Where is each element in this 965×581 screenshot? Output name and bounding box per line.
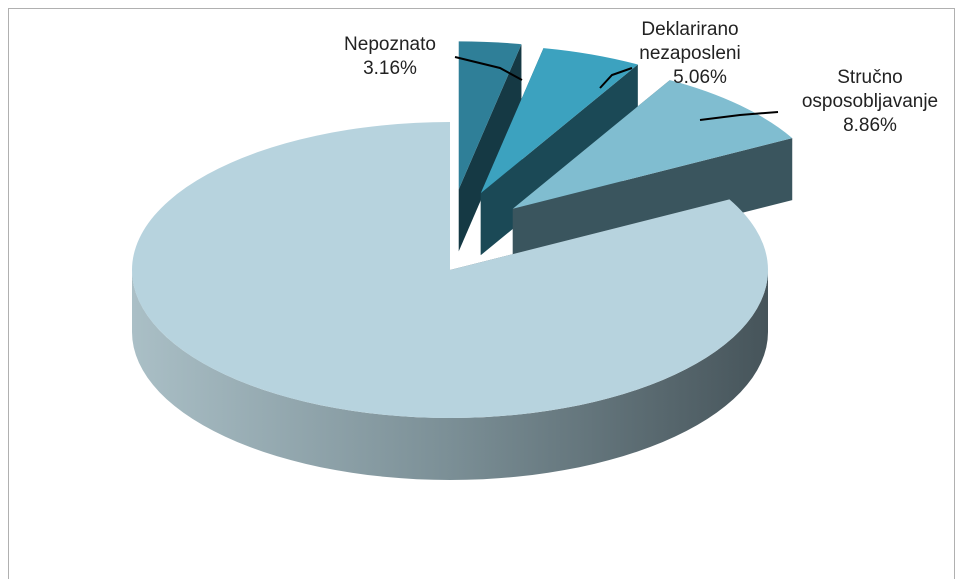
leader-line <box>599 67 633 89</box>
slice-label: Stručno osposobljavanje 8.86% <box>780 66 960 138</box>
chart-frame <box>8 8 955 579</box>
value-label: 5.06% <box>673 67 727 88</box>
slice <box>480 48 638 194</box>
slice <box>131 122 768 418</box>
category-label: Deklarirano nezaposleni <box>639 19 741 64</box>
slice-side <box>458 44 522 252</box>
slice <box>458 41 522 190</box>
slice-wall <box>132 270 768 480</box>
slice-label: Deklarirano nezaposleni 5.06% <box>630 18 770 90</box>
leader-line <box>454 56 523 81</box>
slice-label: Nepoznato 3.16% <box>320 33 460 81</box>
leader-line <box>699 111 779 121</box>
value-label: 3.16% <box>363 58 417 79</box>
slice <box>512 80 793 209</box>
slices <box>131 41 793 480</box>
value-label: 8.86% <box>843 115 897 136</box>
category-label: Stručno osposobljavanje <box>801 67 939 112</box>
category-label: Nepoznato <box>344 34 436 55</box>
